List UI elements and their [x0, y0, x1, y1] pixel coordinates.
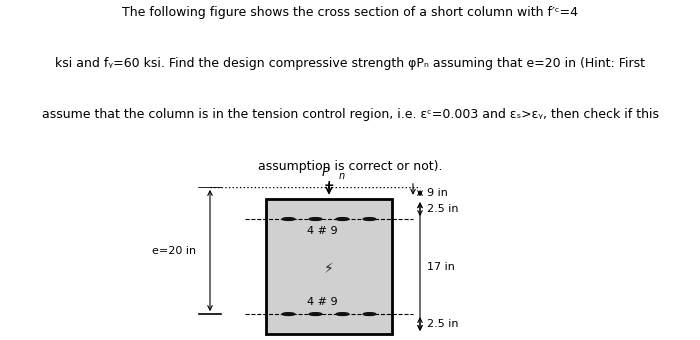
Text: assume that the column is in the tension control region, i.e. εᶜ=0.003 and εₛ>εᵧ: assume that the column is in the tension… — [41, 108, 659, 121]
Text: 17 in: 17 in — [427, 261, 455, 272]
Circle shape — [309, 313, 322, 316]
Text: assumption is correct or not).: assumption is correct or not). — [258, 160, 442, 173]
Circle shape — [363, 313, 376, 316]
Circle shape — [282, 218, 295, 220]
Circle shape — [282, 313, 295, 316]
Text: 4 # 9: 4 # 9 — [307, 297, 338, 307]
Bar — [266, 199, 392, 334]
Text: +: + — [323, 179, 335, 192]
Circle shape — [336, 313, 349, 316]
Text: 2.5 in: 2.5 in — [427, 204, 458, 214]
Text: 2.5 in: 2.5 in — [427, 319, 458, 329]
Text: n: n — [339, 171, 344, 181]
Text: ksi and fᵧ=60 ksi. Find the design compressive strength φPₙ assuming that e=20 i: ksi and fᵧ=60 ksi. Find the design compr… — [55, 57, 645, 70]
Text: The following figure shows the cross section of a short column with f′ᶜ=4: The following figure shows the cross sec… — [122, 6, 578, 19]
Text: 4 # 9: 4 # 9 — [307, 226, 338, 236]
Circle shape — [363, 218, 376, 220]
Text: P: P — [322, 166, 329, 180]
Text: e=20 in: e=20 in — [152, 245, 196, 256]
Text: ⚡: ⚡ — [324, 262, 334, 276]
Circle shape — [309, 218, 322, 220]
Circle shape — [336, 218, 349, 220]
Text: 9 in: 9 in — [427, 188, 448, 198]
